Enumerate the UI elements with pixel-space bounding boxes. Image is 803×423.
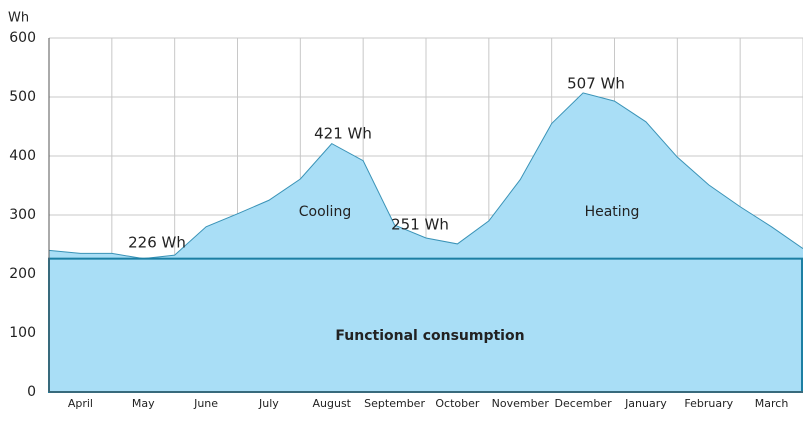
annotation: 421 Wh — [314, 125, 372, 143]
x-tick-label: October — [435, 397, 479, 410]
y-tick-label: 200 — [9, 266, 36, 282]
x-tick-label: November — [492, 397, 550, 410]
y-unit: Wh — [8, 11, 29, 26]
x-tick-label: August — [313, 397, 352, 410]
y-tick-label: 300 — [9, 207, 36, 223]
x-tick-label: September — [364, 397, 425, 410]
baseline-block — [48, 257, 803, 393]
y-tick-label: 600 — [9, 30, 36, 46]
annotation: 507 Wh — [567, 75, 625, 93]
x-tick-label: April — [68, 397, 93, 410]
y-tick-label: 500 — [9, 89, 36, 105]
baseline-label: Functional consumption — [335, 328, 524, 344]
y-tick-label: 100 — [9, 325, 36, 341]
annotation: Cooling — [299, 204, 351, 220]
annotation: Heating — [585, 204, 640, 220]
x-tick-label: January — [624, 397, 667, 410]
x-tick-label: December — [555, 397, 613, 410]
y-tick-label: 400 — [9, 148, 36, 164]
x-tick-label: May — [132, 397, 155, 410]
x-tick-label: June — [193, 397, 218, 410]
x-tick-label: March — [755, 397, 789, 410]
y-tick-label: 0 — [27, 384, 36, 400]
line — [48, 92, 803, 260]
x-tick-label: February — [684, 397, 733, 410]
annotation: 226 Wh — [128, 234, 186, 252]
annotation: 251 Wh — [391, 216, 449, 234]
x-tick-label: July — [258, 397, 279, 410]
